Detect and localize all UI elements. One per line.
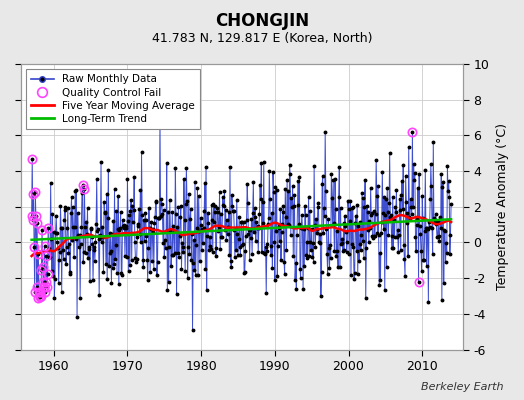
Text: 41.783 N, 129.817 E (Korea, North): 41.783 N, 129.817 E (Korea, North) xyxy=(152,32,372,45)
Text: Berkeley Earth: Berkeley Earth xyxy=(421,382,503,392)
Text: CHONGJIN: CHONGJIN xyxy=(215,12,309,30)
Y-axis label: Temperature Anomaly (°C): Temperature Anomaly (°C) xyxy=(496,123,509,290)
Legend: Raw Monthly Data, Quality Control Fail, Five Year Moving Average, Long-Term Tren: Raw Monthly Data, Quality Control Fail, … xyxy=(26,69,200,129)
